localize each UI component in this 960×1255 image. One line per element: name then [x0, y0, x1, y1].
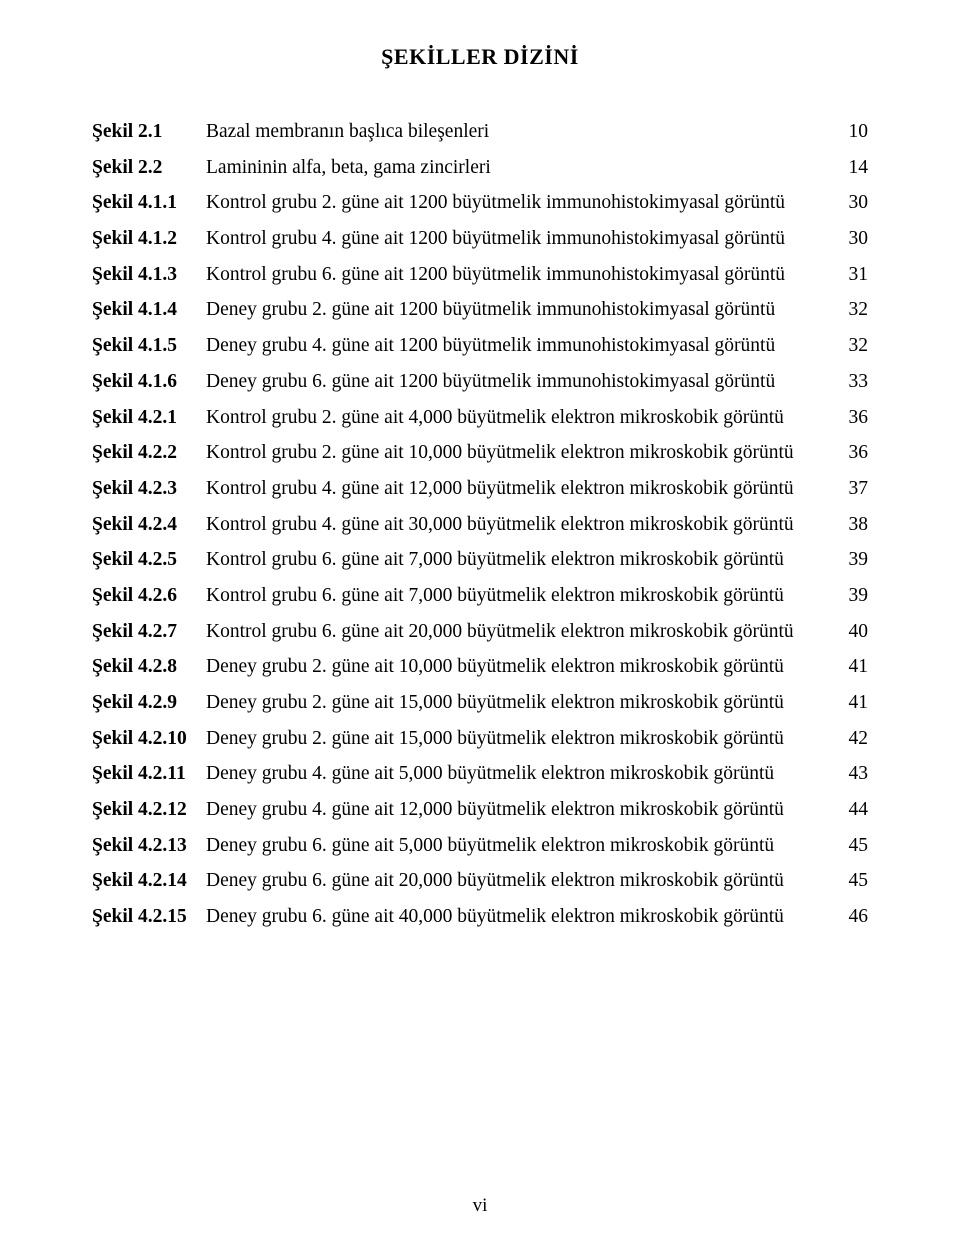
figure-page-number: 40	[842, 622, 868, 642]
figure-description: Kontrol grubu 4. güne ait 30,000 büyütme…	[206, 515, 842, 535]
list-item: Şekil 4.2.14Deney grubu 6. güne ait 20,0…	[92, 871, 868, 891]
list-item: Şekil 2.2Lamininin alfa, beta, gama zinc…	[92, 158, 868, 178]
list-item: Şekil 4.2.4Kontrol grubu 4. güne ait 30,…	[92, 515, 868, 535]
figure-page-number: 30	[842, 229, 868, 249]
figures-list: Şekil 2.1Bazal membranın başlıca bileşen…	[92, 122, 868, 927]
list-item: Şekil 4.2.6Kontrol grubu 6. güne ait 7,0…	[92, 586, 868, 606]
figure-description: Deney grubu 4. güne ait 5,000 büyütmelik…	[206, 764, 842, 784]
figure-page-number: 39	[842, 586, 868, 606]
figure-page-number: 32	[842, 336, 868, 356]
list-item: Şekil 4.1.3Kontrol grubu 6. güne ait 120…	[92, 265, 868, 285]
figure-description: Deney grubu 2. güne ait 10,000 büyütmeli…	[206, 657, 842, 677]
figure-page-number: 36	[842, 443, 868, 463]
figure-label: Şekil 4.2.14	[92, 871, 206, 891]
figure-label: Şekil 4.2.8	[92, 657, 206, 677]
list-item: Şekil 2.1Bazal membranın başlıca bileşen…	[92, 122, 868, 142]
figure-label: Şekil 4.2.13	[92, 836, 206, 856]
figure-description: Deney grubu 6. güne ait 1200 büyütmelik …	[206, 372, 842, 392]
footer-page-number: vi	[0, 1195, 960, 1217]
figure-label: Şekil 4.1.1	[92, 193, 206, 213]
figure-page-number: 37	[842, 479, 868, 499]
figure-label: Şekil 4.2.4	[92, 515, 206, 535]
figure-label: Şekil 4.2.3	[92, 479, 206, 499]
figure-label: Şekil 4.2.6	[92, 586, 206, 606]
figure-label: Şekil 4.1.3	[92, 265, 206, 285]
page-container: ŞEKİLLER DİZİNİ Şekil 2.1Bazal membranın…	[0, 0, 960, 1255]
figure-description: Deney grubu 6. güne ait 5,000 büyütmelik…	[206, 836, 842, 856]
list-item: Şekil 4.1.2Kontrol grubu 4. güne ait 120…	[92, 229, 868, 249]
figure-description: Bazal membranın başlıca bileşenleri	[206, 122, 842, 142]
figure-description: Deney grubu 2. güne ait 15,000 büyütmeli…	[206, 729, 842, 749]
figure-label: Şekil 4.1.4	[92, 300, 206, 320]
figure-label: Şekil 4.2.15	[92, 907, 206, 927]
figure-label: Şekil 4.2.5	[92, 550, 206, 570]
page-title: ŞEKİLLER DİZİNİ	[92, 44, 868, 70]
list-item: Şekil 4.2.11Deney grubu 4. güne ait 5,00…	[92, 764, 868, 784]
figure-description: Deney grubu 2. güne ait 15,000 büyütmeli…	[206, 693, 842, 713]
figure-page-number: 38	[842, 515, 868, 535]
list-item: Şekil 4.1.1Kontrol grubu 2. güne ait 120…	[92, 193, 868, 213]
figure-page-number: 14	[842, 158, 868, 178]
figure-description: Kontrol grubu 6. güne ait 7,000 büyütmel…	[206, 586, 842, 606]
figure-description: Kontrol grubu 6. güne ait 7,000 büyütmel…	[206, 550, 842, 570]
list-item: Şekil 4.2.12Deney grubu 4. güne ait 12,0…	[92, 800, 868, 820]
figure-label: Şekil 4.1.6	[92, 372, 206, 392]
figure-page-number: 36	[842, 408, 868, 428]
figure-description: Kontrol grubu 2. güne ait 10,000 büyütme…	[206, 443, 842, 463]
figure-description: Deney grubu 6. güne ait 20,000 büyütmeli…	[206, 871, 842, 891]
figure-page-number: 33	[842, 372, 868, 392]
figure-description: Kontrol grubu 2. güne ait 4,000 büyütmel…	[206, 408, 842, 428]
figure-label: Şekil 2.2	[92, 158, 206, 178]
list-item: Şekil 4.2.13Deney grubu 6. güne ait 5,00…	[92, 836, 868, 856]
figure-page-number: 30	[842, 193, 868, 213]
figure-page-number: 43	[842, 764, 868, 784]
figure-page-number: 41	[842, 693, 868, 713]
figure-label: Şekil 4.1.2	[92, 229, 206, 249]
figure-page-number: 45	[842, 836, 868, 856]
figure-description: Deney grubu 6. güne ait 40,000 büyütmeli…	[206, 907, 842, 927]
figure-label: Şekil 4.2.11	[92, 764, 206, 784]
list-item: Şekil 4.2.3Kontrol grubu 4. güne ait 12,…	[92, 479, 868, 499]
figure-description: Kontrol grubu 4. güne ait 12,000 büyütme…	[206, 479, 842, 499]
figure-label: Şekil 4.1.5	[92, 336, 206, 356]
list-item: Şekil 4.2.1Kontrol grubu 2. güne ait 4,0…	[92, 408, 868, 428]
figure-description: Deney grubu 4. güne ait 12,000 büyütmeli…	[206, 800, 842, 820]
figure-page-number: 42	[842, 729, 868, 749]
figure-description: Kontrol grubu 6. güne ait 20,000 büyütme…	[206, 622, 842, 642]
figure-label: Şekil 4.2.7	[92, 622, 206, 642]
figure-description: Deney grubu 4. güne ait 1200 büyütmelik …	[206, 336, 842, 356]
list-item: Şekil 4.1.4Deney grubu 2. güne ait 1200 …	[92, 300, 868, 320]
figure-page-number: 31	[842, 265, 868, 285]
figure-label: Şekil 4.2.9	[92, 693, 206, 713]
list-item: Şekil 4.2.10Deney grubu 2. güne ait 15,0…	[92, 729, 868, 749]
figure-page-number: 44	[842, 800, 868, 820]
figure-label: Şekil 4.2.12	[92, 800, 206, 820]
figure-page-number: 10	[842, 122, 868, 142]
figure-description: Deney grubu 2. güne ait 1200 büyütmelik …	[206, 300, 842, 320]
list-item: Şekil 4.2.5Kontrol grubu 6. güne ait 7,0…	[92, 550, 868, 570]
figure-label: Şekil 4.2.1	[92, 408, 206, 428]
list-item: Şekil 4.2.8Deney grubu 2. güne ait 10,00…	[92, 657, 868, 677]
list-item: Şekil 4.2.15Deney grubu 6. güne ait 40,0…	[92, 907, 868, 927]
list-item: Şekil 4.2.2Kontrol grubu 2. güne ait 10,…	[92, 443, 868, 463]
list-item: Şekil 4.1.5Deney grubu 4. güne ait 1200 …	[92, 336, 868, 356]
figure-label: Şekil 4.2.2	[92, 443, 206, 463]
figure-page-number: 41	[842, 657, 868, 677]
figure-page-number: 45	[842, 871, 868, 891]
figure-page-number: 46	[842, 907, 868, 927]
figure-description: Kontrol grubu 6. güne ait 1200 büyütmeli…	[206, 265, 842, 285]
figure-label: Şekil 4.2.10	[92, 729, 206, 749]
list-item: Şekil 4.2.7Kontrol grubu 6. güne ait 20,…	[92, 622, 868, 642]
list-item: Şekil 4.2.9Deney grubu 2. güne ait 15,00…	[92, 693, 868, 713]
figure-description: Lamininin alfa, beta, gama zincirleri	[206, 158, 842, 178]
figure-description: Kontrol grubu 2. güne ait 1200 büyütmeli…	[206, 193, 842, 213]
figure-page-number: 32	[842, 300, 868, 320]
figure-label: Şekil 2.1	[92, 122, 206, 142]
figure-page-number: 39	[842, 550, 868, 570]
figure-description: Kontrol grubu 4. güne ait 1200 büyütmeli…	[206, 229, 842, 249]
list-item: Şekil 4.1.6Deney grubu 6. güne ait 1200 …	[92, 372, 868, 392]
